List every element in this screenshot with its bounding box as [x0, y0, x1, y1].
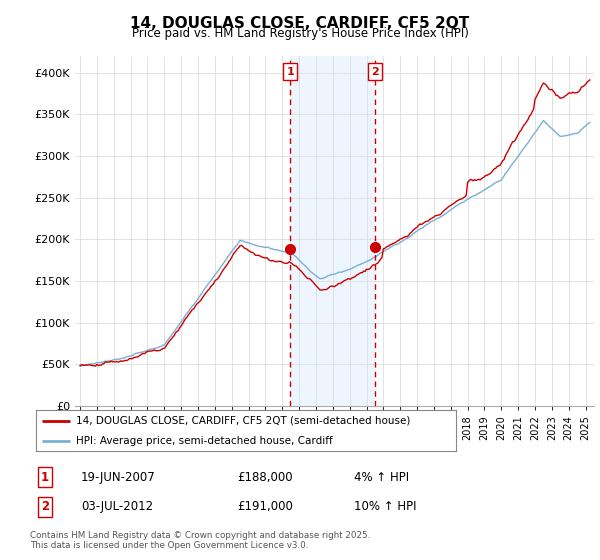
Text: £188,000: £188,000	[237, 470, 293, 484]
Text: Contains HM Land Registry data © Crown copyright and database right 2025.
This d: Contains HM Land Registry data © Crown c…	[30, 530, 370, 550]
Text: 2: 2	[371, 67, 379, 77]
Text: 2: 2	[41, 500, 49, 514]
Text: 1: 1	[286, 67, 294, 77]
Text: 4% ↑ HPI: 4% ↑ HPI	[354, 470, 409, 484]
Text: 14, DOUGLAS CLOSE, CARDIFF, CF5 2QT: 14, DOUGLAS CLOSE, CARDIFF, CF5 2QT	[130, 16, 470, 31]
Text: HPI: Average price, semi-detached house, Cardiff: HPI: Average price, semi-detached house,…	[76, 436, 332, 446]
Text: Price paid vs. HM Land Registry's House Price Index (HPI): Price paid vs. HM Land Registry's House …	[131, 27, 469, 40]
Text: 14, DOUGLAS CLOSE, CARDIFF, CF5 2QT (semi-detached house): 14, DOUGLAS CLOSE, CARDIFF, CF5 2QT (sem…	[76, 416, 410, 426]
Text: 19-JUN-2007: 19-JUN-2007	[81, 470, 156, 484]
Text: £191,000: £191,000	[237, 500, 293, 514]
Text: 03-JUL-2012: 03-JUL-2012	[81, 500, 153, 514]
Bar	[290, 56, 375, 406]
Text: 1: 1	[41, 470, 49, 484]
Text: 10% ↑ HPI: 10% ↑ HPI	[354, 500, 416, 514]
